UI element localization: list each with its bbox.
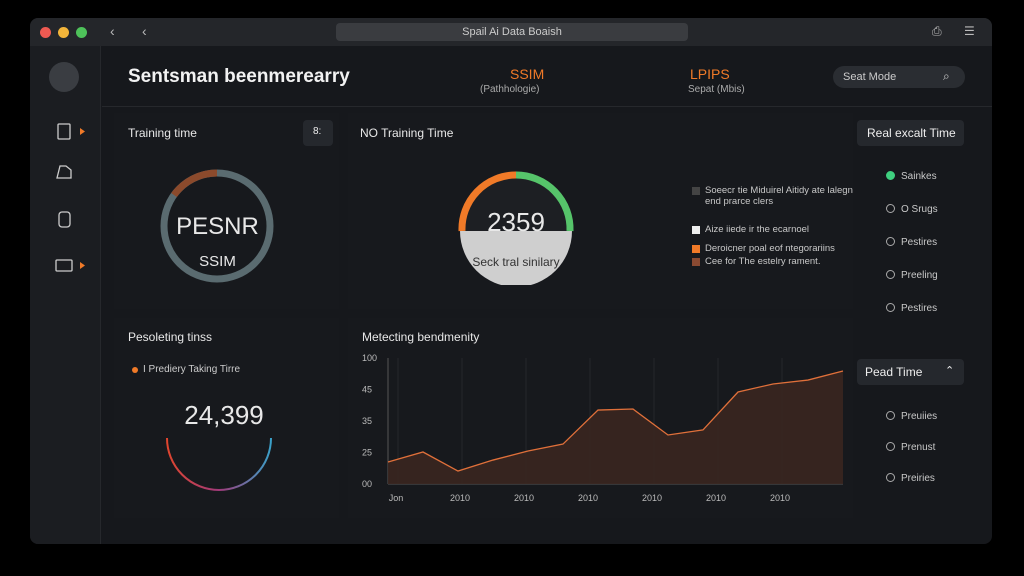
card: Pesoleting tinss I Prediery Taking Tirre… bbox=[114, 318, 339, 518]
card-title: Training time bbox=[128, 126, 197, 140]
avatar[interactable] bbox=[49, 62, 79, 92]
area bbox=[388, 370, 843, 484]
button-text: Pead Time bbox=[865, 365, 923, 379]
search-icon: ⌕ bbox=[943, 69, 950, 83]
minimize[interactable] bbox=[58, 27, 69, 38]
divider bbox=[102, 106, 992, 107]
gauge bbox=[458, 171, 574, 285]
icon-doc[interactable] bbox=[57, 123, 71, 140]
icon-chart[interactable] bbox=[56, 165, 72, 179]
big-value: 24,399 bbox=[184, 400, 264, 430]
metric-sub: Sepat (Mbis) bbox=[688, 84, 745, 95]
share[interactable]: ⎙ bbox=[932, 24, 942, 38]
option[interactable]: O Srugs bbox=[886, 204, 938, 215]
line bbox=[387, 370, 844, 472]
x-tick-label: 2010 bbox=[578, 493, 598, 503]
gauge-caption: Seck tral sinilary bbox=[472, 255, 560, 269]
icon-mail[interactable] bbox=[55, 259, 73, 272]
swatch bbox=[692, 258, 700, 266]
x-tick-label: 2010 bbox=[450, 493, 470, 503]
y-tick-label: 25 bbox=[362, 448, 372, 458]
button-text: Real excalt Time bbox=[867, 126, 956, 140]
option[interactable]: Pestires bbox=[886, 303, 937, 314]
ring-sub: SSIM bbox=[199, 253, 236, 270]
option[interactable]: Preiries bbox=[886, 473, 935, 484]
zoom[interactable] bbox=[76, 27, 87, 38]
search[interactable]: Seat Mode ⌕ bbox=[833, 66, 965, 88]
ring bbox=[160, 169, 274, 283]
swatch bbox=[692, 187, 700, 195]
url-bar[interactable]: Spail Ai Data Boaish bbox=[336, 23, 688, 41]
card-button[interactable]: 8: bbox=[303, 120, 333, 146]
back[interactable]: ‹ bbox=[110, 23, 115, 39]
option[interactable]: Preuiies bbox=[886, 411, 937, 422]
card: Training time 8: PESNR SSIM bbox=[114, 113, 339, 309]
arc bbox=[166, 437, 272, 491]
search-text: Seat Mode bbox=[843, 71, 897, 83]
x-tick-label: 2010 bbox=[770, 493, 790, 503]
legend-item: Deroicner poal eof ntegorariins bbox=[705, 243, 835, 254]
y-tick-label: 00 bbox=[362, 479, 372, 489]
option[interactable]: Sainkes bbox=[886, 171, 937, 182]
metric-sub: (Pathhologie) bbox=[480, 84, 540, 95]
url: Spail Ai Data Boaish bbox=[462, 26, 562, 38]
metric-label: SSIM bbox=[510, 66, 545, 82]
metric-label: LPIPS bbox=[690, 66, 730, 82]
menu[interactable]: ☰ bbox=[964, 24, 975, 38]
title-bar: ‹ ‹ Spail Ai Data Boaish ⎙ ☰ bbox=[30, 18, 992, 46]
legend-item: Soeecr tie Miduirel Aitidy ate lalegn en… bbox=[705, 185, 853, 207]
card-title: Pesoleting tinss bbox=[128, 330, 213, 344]
swatch bbox=[692, 226, 700, 234]
y-tick-label: 35 bbox=[362, 416, 372, 426]
swatch bbox=[692, 245, 700, 253]
window: ‹ ‹ Spail Ai Data Boaish ⎙ ☰ Sentsman be… bbox=[30, 18, 992, 544]
sidebar-icons bbox=[55, 123, 85, 272]
chart-title: Metecting bendmenity bbox=[362, 330, 480, 344]
x-tick-label: Jon bbox=[389, 493, 404, 503]
option[interactable]: Preeling bbox=[886, 270, 938, 281]
card: NO Training Time 2359 Seck tral sinilary… bbox=[348, 113, 853, 309]
option[interactable]: Pestires bbox=[886, 237, 937, 248]
legend-item: Aize iiede ir the ecarnoel bbox=[705, 224, 810, 235]
forward[interactable]: ‹ bbox=[142, 23, 147, 39]
page-title: Sentsman beenmerearry bbox=[128, 66, 350, 87]
legend-dot bbox=[132, 367, 138, 373]
x-tick-label: 2010 bbox=[706, 493, 726, 503]
legend-item: Cee for The estelry rament. bbox=[705, 256, 821, 267]
card-title: NO Training Time bbox=[360, 126, 454, 140]
button[interactable]: Pead Time ⌃ bbox=[857, 359, 964, 385]
x-tick-label: 2010 bbox=[642, 493, 662, 503]
ring-main: PESNR bbox=[176, 213, 259, 240]
option[interactable]: Prenust bbox=[886, 442, 935, 453]
gauge-value: 2359 bbox=[487, 207, 545, 237]
close[interactable] bbox=[40, 27, 51, 38]
icon-box[interactable] bbox=[58, 211, 71, 228]
sidebar bbox=[30, 46, 101, 544]
area-chart: 100 45 35 25 00 Jon 2010 2010 2010 2010 2010 2010 bbox=[362, 353, 844, 503]
y-tick-label: 100 bbox=[362, 353, 377, 363]
y-tick-label: 45 bbox=[362, 385, 372, 395]
button[interactable]: Real excalt Time bbox=[857, 120, 964, 146]
x-tick-label: 2010 bbox=[514, 493, 534, 503]
legend-text: I Prediery Taking Tirre bbox=[143, 364, 241, 375]
